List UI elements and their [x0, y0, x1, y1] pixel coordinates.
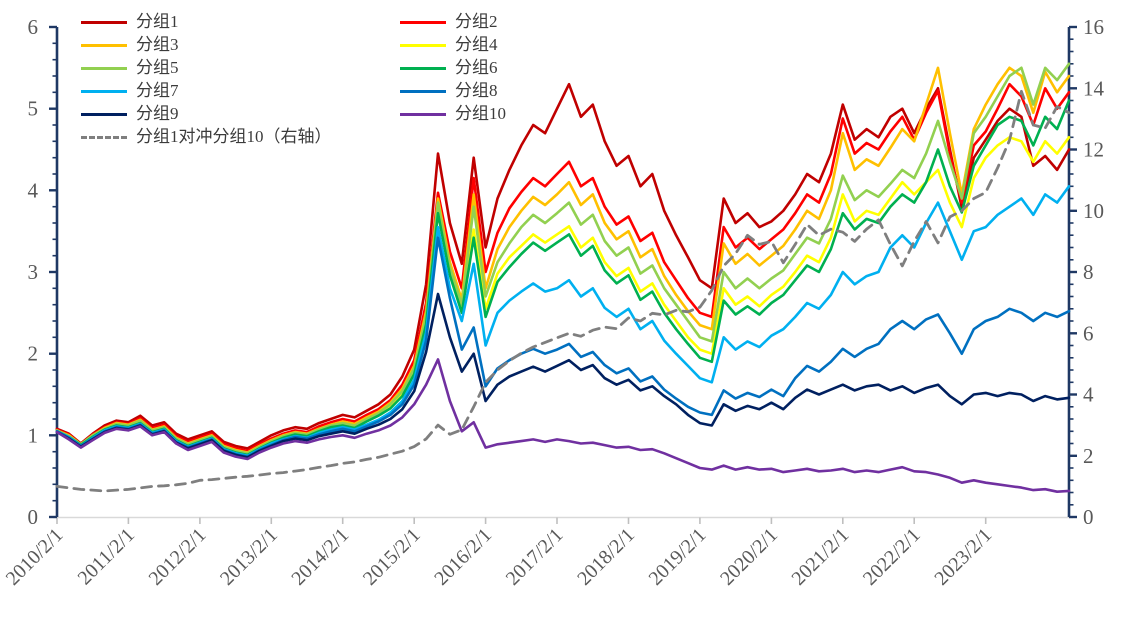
- right-axis-tick-label: 6: [1083, 321, 1094, 345]
- right-axis-tick-label: 4: [1083, 383, 1094, 407]
- right-axis-tick-label: 0: [1083, 505, 1094, 529]
- x-axis-tick-label: 2019/2/1: [645, 524, 711, 590]
- x-axis-tick-label: 2018/2/1: [573, 524, 639, 590]
- x-axis-tick-label: 2017/2/1: [502, 524, 568, 590]
- x-axis-tick-label: 2010/2/1: [2, 524, 68, 590]
- left-axis-tick-label: 3: [28, 260, 39, 284]
- x-axis-tick-label: 2021/2/1: [787, 524, 853, 590]
- right-axis-tick-label: 14: [1083, 76, 1105, 100]
- right-axis-tick-label: 10: [1083, 199, 1104, 223]
- x-axis-tick-label: 2020/2/1: [716, 524, 782, 590]
- series-line-group9: [55, 292, 1071, 459]
- series-line-group6: [55, 99, 1071, 457]
- x-axis-tick-label: 2013/2/1: [216, 524, 282, 590]
- left-axis-tick-label: 0: [28, 505, 39, 529]
- series-line-group4: [55, 136, 1071, 456]
- x-axis-tick-label: 2012/2/1: [145, 524, 211, 590]
- right-axis-tick-label: 8: [1083, 260, 1094, 284]
- left-axis-tick-label: 4: [28, 178, 39, 202]
- left-axis-tick-label: 1: [28, 423, 39, 447]
- right-axis-tick-label: 2: [1083, 444, 1094, 468]
- left-axis-tick-label: 2: [28, 342, 39, 366]
- x-axis-tick-label: 2011/2/1: [74, 524, 139, 589]
- series-line-group2: [55, 82, 1071, 453]
- x-axis-tick-label: 2023/2/1: [930, 524, 996, 590]
- series-line-group8: [55, 236, 1071, 458]
- left-axis-tick-label: 5: [28, 97, 39, 121]
- x-axis-tick-label: 2016/2/1: [430, 524, 496, 590]
- right-axis-tick-label: 12: [1083, 138, 1104, 162]
- x-axis-tick-label: 2022/2/1: [859, 524, 925, 590]
- right-axis-tick-label: 16: [1083, 15, 1104, 39]
- left-axis-tick-label: 6: [28, 15, 39, 39]
- series-line-group7: [55, 185, 1071, 458]
- series-line-group10: [55, 358, 1071, 493]
- x-axis-tick-label: 2015/2/1: [359, 524, 425, 590]
- series-line-group1: [55, 82, 1071, 450]
- series-line-hedge: [55, 89, 1071, 493]
- x-axis-tick-label: 2014/2/1: [287, 524, 353, 590]
- series-line-group5: [55, 62, 1071, 455]
